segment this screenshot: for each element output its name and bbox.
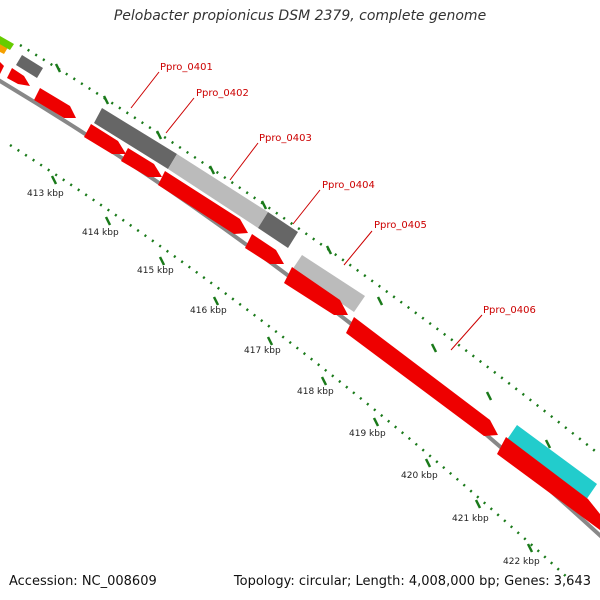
tick-label: 421 kbp — [452, 514, 489, 524]
cds-arrow — [497, 437, 600, 530]
cds-arrow — [158, 171, 248, 234]
cds-arrow — [0, 62, 4, 74]
cds-arrow — [245, 234, 284, 264]
feature-box-dark-left — [16, 55, 43, 78]
outer-ring-ticks — [54, 63, 552, 449]
gene-label: Ppro_0405 — [374, 220, 427, 231]
cds-arrow — [34, 88, 76, 118]
tick-label: 418 kbp — [297, 387, 334, 397]
gene-label: Ppro_0403 — [259, 133, 312, 144]
tick-label: 414 kbp — [82, 228, 119, 238]
cds-arrow — [7, 68, 30, 86]
feature-box-green — [0, 36, 14, 50]
map-title: Pelobacter propionicus DSM 2379, complet… — [113, 8, 487, 24]
cds-arrow — [284, 267, 348, 315]
gene-leader-lines — [130, 71, 483, 351]
cds-arrows — [0, 62, 600, 530]
cds-arrow — [346, 317, 498, 436]
feature-box-ppro-0404 — [258, 212, 298, 248]
accession-text: Accession: NC_008609 — [9, 574, 157, 589]
tick-label: 417 kbp — [244, 346, 281, 356]
tick-label: 420 kbp — [401, 471, 438, 481]
feature-box-ppro-0405 — [292, 255, 365, 312]
gene-label: Ppro_0402 — [196, 88, 249, 99]
feature-boxes — [0, 36, 597, 500]
tick-label: 419 kbp — [349, 429, 386, 439]
gene-labels: Ppro_0401 Ppro_0402 Ppro_0403 Ppro_0404 … — [160, 62, 536, 316]
tick-label: 422 kbp — [503, 557, 540, 567]
gene-label: Ppro_0406 — [483, 305, 536, 316]
tick-label: 416 kbp — [190, 306, 227, 316]
cds-arrow — [84, 124, 126, 154]
topology-summary: Topology: circular; Length: 4,008,000 bp… — [233, 574, 591, 589]
tick-labels: 413 kbp 414 kbp 415 kbp 416 kbp 417 kbp … — [27, 189, 540, 567]
gene-label: Ppro_0401 — [160, 62, 213, 73]
tick-label: 415 kbp — [137, 266, 174, 276]
inner-ring-ticks — [50, 175, 534, 553]
feature-box-ppro-0401 — [94, 108, 177, 169]
tick-label: 413 kbp — [27, 189, 64, 199]
feature-box-cyan — [506, 425, 597, 500]
gene-label: Ppro_0404 — [322, 180, 375, 191]
cds-arrow — [121, 148, 162, 177]
feature-box-ppro-0403 — [168, 154, 268, 228]
